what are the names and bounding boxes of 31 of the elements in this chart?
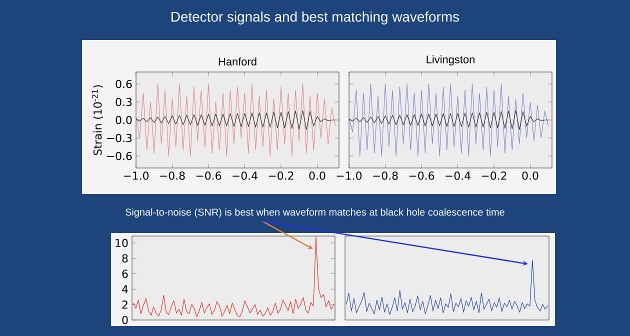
x-tick-label: −0.4 — [446, 172, 470, 180]
y-tick-label: −0.3 — [107, 134, 132, 142]
y-tick-label: 2 — [122, 300, 128, 309]
y-tick-label: 4 — [122, 285, 128, 294]
x-tick-label: −0.2 — [268, 172, 294, 180]
text: Detector signals and best matching waveforms — [172, 11, 460, 24]
x-tick-label: −1.0 — [336, 172, 362, 180]
x-tick-label: −1.0 — [124, 172, 149, 180]
line-series — [136, 84, 336, 156]
x-tick-label: −0.8 — [160, 172, 185, 180]
y-tick-label: 0 — [122, 316, 128, 324]
x-tick-label: −0.2 — [482, 172, 506, 180]
x-tick-label: −0.4 — [232, 172, 258, 180]
y-tick-label: 0.0 — [116, 116, 132, 124]
x-tick-label: 0.0 — [522, 172, 538, 180]
text: Signal-to-noise (SNR) is best when waveform matches at black hole coalescence time — [126, 208, 504, 218]
chart-title: Livingston — [426, 55, 474, 66]
x-tick-label: −0.8 — [373, 172, 398, 180]
y-tick-label: 6 — [122, 270, 128, 278]
x-tick-label: −0.6 — [196, 172, 222, 180]
y-axis-title: Strain (10$^{-21}$) — [92, 85, 104, 156]
x-tick-label: −0.6 — [409, 172, 434, 180]
y-tick-label: −0.6 — [107, 152, 132, 160]
x-tick-label: 0.0 — [309, 172, 326, 180]
y-tick-label: 0.6 — [116, 80, 132, 88]
y-tick-label: 0.3 — [116, 98, 132, 106]
y-tick-label: 8 — [122, 254, 128, 262]
y-tick-label: 10 — [116, 238, 128, 248]
chart-title: Hanford — [218, 57, 256, 66]
line-series — [136, 110, 336, 130]
line-series — [132, 236, 334, 318]
